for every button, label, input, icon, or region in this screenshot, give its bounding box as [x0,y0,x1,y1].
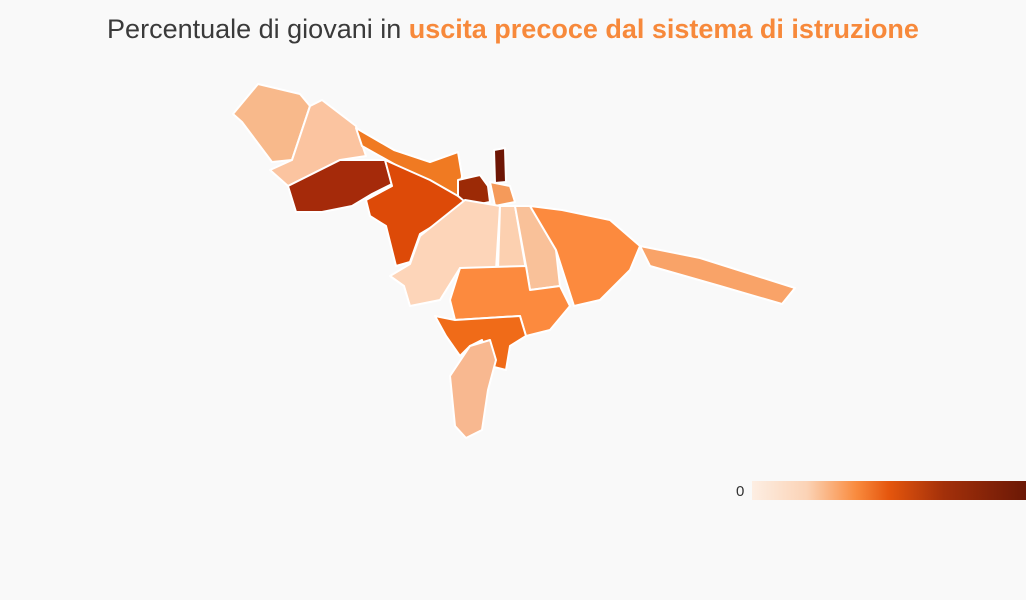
district [389,199,501,307]
legend-ramp [752,481,1026,500]
district [529,205,641,307]
district [449,265,571,337]
district [287,159,393,213]
district [493,147,507,184]
legend-min-label: 0 [736,483,745,500]
title-text: Percentuale di giovani in [107,14,402,44]
district [434,315,527,371]
district [449,339,497,439]
district [639,245,796,305]
districts [232,83,796,439]
district [457,174,491,207]
district [489,181,516,207]
title-highlight: uscita precoce dal sistema di istruzione [408,14,919,44]
title: Percentuale di giovani in uscita precoce… [0,14,1026,45]
